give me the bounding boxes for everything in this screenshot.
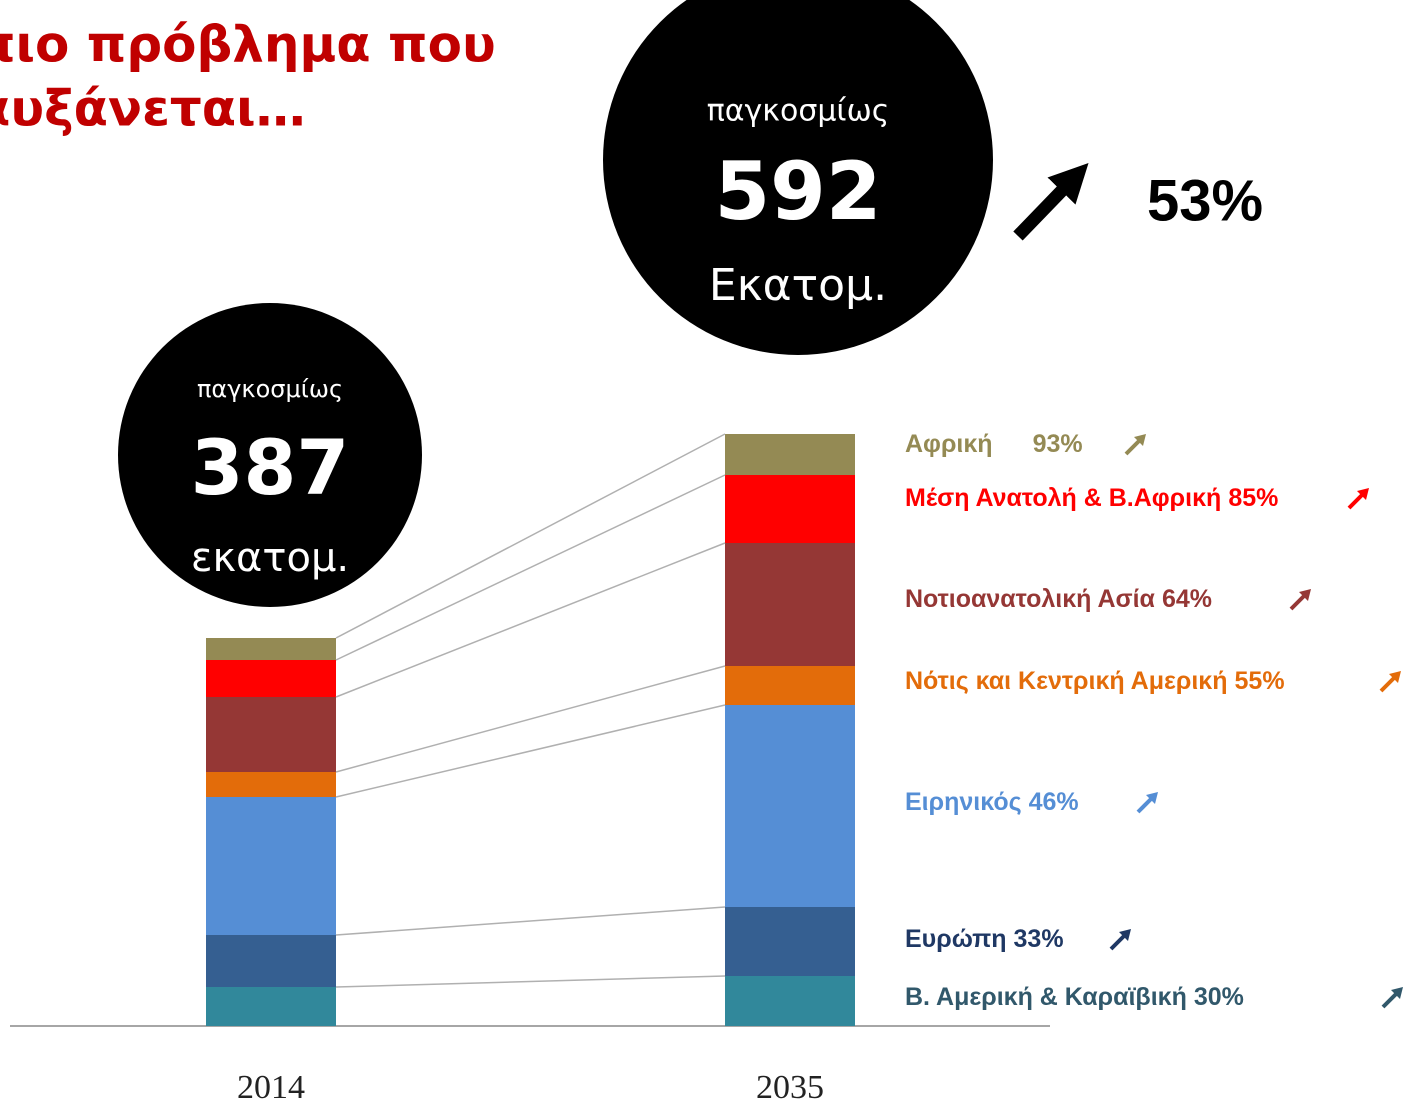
growth-arrow [1013,162,1089,241]
region-arrow [1381,987,1403,1009]
arrow-head [1146,792,1158,804]
x-tick-label: 2014 [237,1069,305,1106]
region-label: Νότις και Κεντρική Αμερική 55% [905,667,1285,695]
title-line: αυξάνεται… [0,80,306,138]
total-top: παγκοσμίως [197,375,343,403]
bar-segment [206,935,336,987]
region-label: Μέση Ανατολή & Β.Αφρική 85% [905,484,1278,512]
region-name: Μέση Ανατολή & Β.Αφρική [905,484,1221,512]
total-value: 592 [715,145,882,238]
connector [335,542,726,698]
connector [335,704,726,798]
region-name: Νοτιοανατολική Ασία [905,585,1156,613]
region-name: Αφρική [905,430,993,458]
region-arrow [1347,488,1369,510]
region-growth: 85% [1228,484,1278,512]
arrow-head [1391,987,1403,999]
bar-segment [725,705,855,907]
region-arrow [1136,792,1158,814]
region-growth: 55% [1235,667,1285,695]
region-label: Ευρώπη 33% [905,925,1064,953]
bar-segment [725,907,855,976]
arrow-head [1357,488,1369,500]
bar-segment [725,475,855,543]
bar-segment [206,638,336,660]
region-label: Β. Αμερική & Καραϊβική 30% [905,983,1244,1011]
bar-segment [206,697,336,772]
region-arrow [1379,671,1401,693]
arrow-shaft [1381,991,1399,1009]
total-circle [118,303,422,607]
arrow-head [1299,589,1311,601]
connector [335,474,726,661]
region-label: Νοτιοανατολική Ασία 64% [905,585,1212,613]
region-name: Β. Αμερική & Καραϊβική [905,983,1187,1011]
x-tick-label: 2035 [756,1069,824,1106]
region-arrow [1289,589,1311,611]
bar-segment [206,797,336,935]
connector [335,665,726,773]
region-growth: 30% [1194,983,1244,1011]
arrow-head [1389,671,1401,683]
arrow-shaft [1124,438,1142,456]
total-circle [603,0,993,355]
bar-segment [206,660,336,697]
bar-segment [206,772,336,797]
arrow-shaft [1109,933,1127,951]
connector [335,975,726,988]
region-arrow [1109,929,1131,951]
arrow-shaft [1136,796,1154,814]
bar-segment [725,976,855,1026]
region-label: Αφρική 93% [905,430,1083,458]
region-name: Νότις και Κεντρική Αμερική [905,667,1228,695]
arrow-shaft [1347,492,1365,510]
bar-segment [725,543,855,666]
total-unit: Εκατομ. [709,260,887,311]
growth-label: 53% [1147,168,1263,233]
arrow-shaft [1379,675,1397,693]
title-line: πιο πρόβλημα που [0,16,496,74]
region-name: Ευρώπη [905,925,1007,953]
bar-segment [725,434,855,475]
connector [335,906,726,936]
region-growth: 64% [1162,585,1212,613]
bar-segment [206,987,336,1026]
total-value: 387 [191,423,350,512]
region-growth: 93% [1033,430,1083,458]
region-name: Ειρηνικός [905,788,1022,816]
arrow-head [1134,434,1146,446]
region-arrow [1124,434,1146,456]
total-top: παγκοσμίως [707,94,890,129]
bar-segment [725,666,855,705]
region-growth: 46% [1029,788,1079,816]
total-unit: εκατομ. [191,535,349,581]
arrow-shaft [1289,593,1307,611]
connector [335,433,726,639]
region-label: Ειρηνικός 46% [905,788,1079,816]
region-growth: 33% [1014,925,1064,953]
arrow-head [1119,929,1131,941]
